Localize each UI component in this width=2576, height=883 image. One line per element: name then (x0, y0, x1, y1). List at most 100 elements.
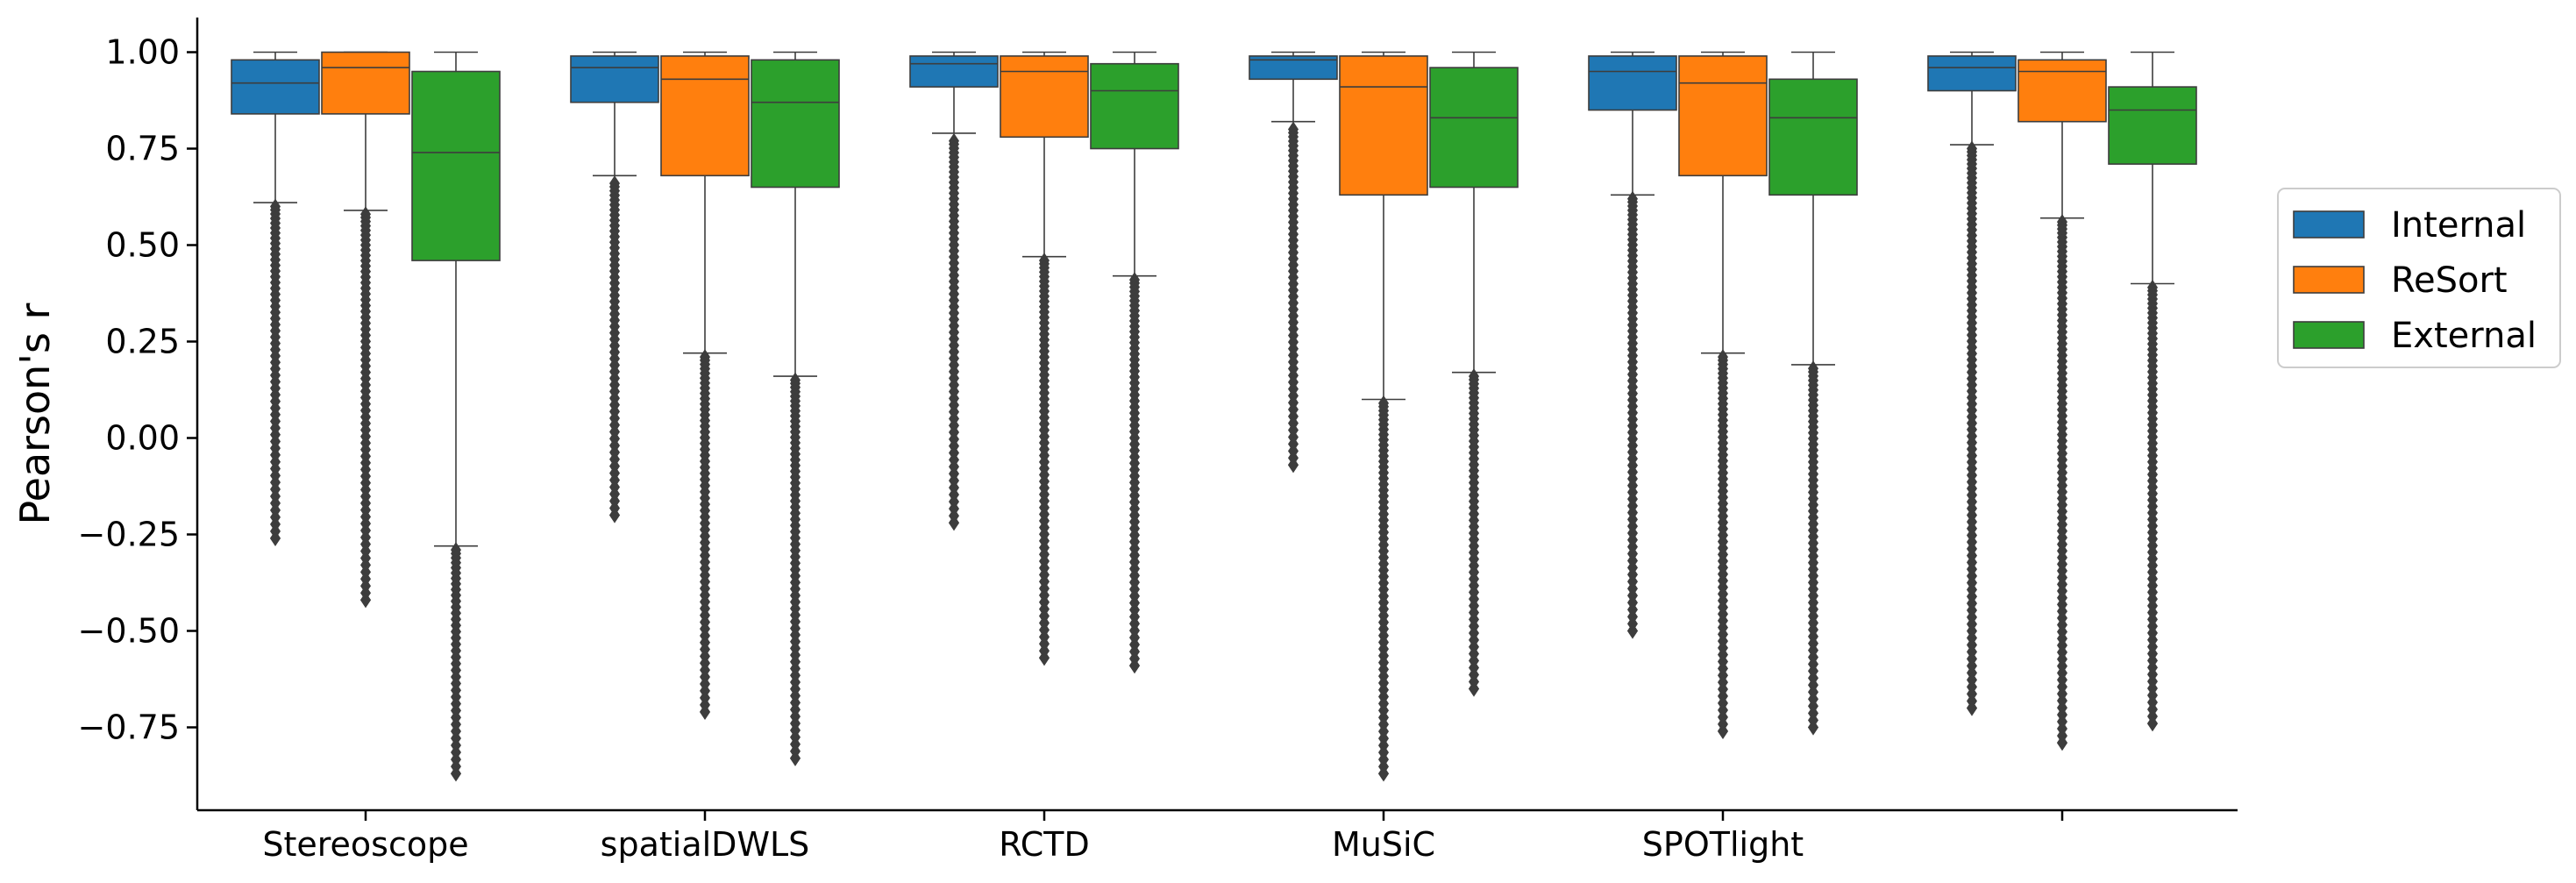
legend-swatch (2293, 266, 2365, 294)
box-iqr (1429, 67, 1519, 189)
outlier-point (1039, 650, 1050, 666)
y-axis-label: Pearson's r (11, 303, 59, 524)
box-iqr (1588, 55, 1677, 111)
box-resort-4 (1678, 51, 1768, 739)
boxes-layer (231, 51, 2197, 782)
box-iqr (411, 70, 501, 261)
x-tick-label: SPOTlight (1642, 825, 1804, 864)
y-tick-label: 1.00 (105, 33, 180, 72)
outliers (1627, 190, 1638, 639)
outlier-point (2057, 735, 2067, 751)
outlier-point (1378, 766, 1389, 782)
box-iqr (1678, 55, 1768, 177)
outliers (1129, 272, 1140, 674)
outlier-point (1288, 457, 1299, 474)
y-tick-label: 0.50 (105, 226, 180, 265)
box-internal-2 (909, 51, 999, 531)
outliers (2147, 279, 2158, 732)
box-iqr (2017, 59, 2107, 123)
outliers (270, 198, 281, 546)
outlier-point (360, 592, 371, 609)
x-tick-label: MuSiC (1332, 825, 1435, 864)
y-tick-label: 0.25 (105, 323, 180, 361)
legend-entry-external: External (2293, 316, 2537, 356)
outlier-point (949, 515, 959, 531)
box-internal-5 (1927, 51, 2017, 716)
outlier-point (790, 750, 801, 766)
box-resort-2 (1000, 51, 1089, 666)
box-resort-5 (2017, 51, 2107, 751)
box-iqr (751, 59, 840, 189)
y-ticks: −0.75 −0.50 −0.25 0.00 0.25 0.50 0.75 1.00 (78, 33, 197, 747)
outliers (451, 542, 461, 782)
box-iqr (570, 55, 659, 103)
outlier-point (1967, 700, 1977, 716)
x-tick-label: Stereoscope (262, 825, 468, 864)
outlier-point (451, 766, 461, 782)
box-internal-4 (1588, 51, 1677, 639)
outliers (2057, 214, 2067, 751)
box-internal-0 (231, 51, 320, 546)
legend-entries: Internal ReSort External (2293, 205, 2537, 356)
outlier-point (609, 507, 620, 523)
y-tick-label: 0.75 (105, 130, 180, 168)
outliers (1469, 368, 1479, 697)
x-ticks: Stereoscope spatialDWLS RCTD MuSiC SPOTlight (262, 810, 2064, 864)
box-internal-1 (570, 51, 659, 523)
box-iqr (1768, 78, 1858, 196)
outliers (1039, 253, 1050, 666)
box-iqr (909, 55, 999, 88)
box-resort-3 (1339, 51, 1428, 782)
box-iqr (2108, 86, 2197, 165)
legend-label: ReSort (2391, 260, 2508, 301)
legend-label: Internal (2391, 205, 2526, 246)
box-iqr (660, 55, 750, 177)
box-iqr (1000, 55, 1089, 139)
outliers (1378, 395, 1389, 782)
y-tick-label: −0.50 (78, 612, 180, 651)
outlier-point (2147, 716, 2158, 732)
outliers (1808, 360, 1818, 736)
axes (196, 18, 2238, 812)
y-tick-label: 0.00 (105, 419, 180, 458)
outlier-point (700, 703, 710, 720)
outlier-point (1808, 719, 1818, 736)
outliers (700, 349, 710, 720)
outliers (1967, 140, 1977, 716)
legend: Internal ReSort External (2277, 188, 2561, 368)
outlier-point (1469, 680, 1479, 697)
box-external-1 (751, 51, 840, 766)
box-resort-1 (660, 51, 750, 720)
box-external-2 (1090, 51, 1179, 674)
box-iqr (1339, 55, 1428, 196)
legend-entry-internal: Internal (2293, 205, 2526, 246)
box-internal-3 (1249, 51, 1338, 474)
outlier-point (270, 530, 281, 546)
box-iqr (1927, 55, 2017, 92)
legend-label: External (2391, 316, 2537, 356)
outlier-point (1718, 723, 1728, 739)
outliers (949, 132, 959, 531)
outliers (360, 206, 371, 609)
box-external-4 (1768, 51, 1858, 736)
y-tick-label: −0.25 (78, 516, 180, 554)
legend-swatch (2293, 210, 2365, 239)
x-tick-label: RCTD (999, 825, 1090, 864)
legend-entry-resort: ReSort (2293, 260, 2508, 301)
y-tick-label: −0.75 (78, 709, 180, 747)
outlier-point (1627, 623, 1638, 639)
box-resort-0 (321, 51, 410, 609)
x-tick-label: spatialDWLS (601, 825, 810, 864)
outliers (1288, 121, 1299, 474)
box-iqr (231, 59, 320, 115)
outlier-point (1129, 658, 1140, 674)
outliers (1718, 349, 1728, 739)
box-external-0 (411, 51, 501, 782)
outliers (609, 175, 620, 523)
box-iqr (1090, 62, 1179, 150)
legend-swatch (2293, 321, 2365, 349)
outliers (790, 372, 801, 766)
box-iqr (321, 51, 410, 115)
box-external-3 (1429, 51, 1519, 697)
